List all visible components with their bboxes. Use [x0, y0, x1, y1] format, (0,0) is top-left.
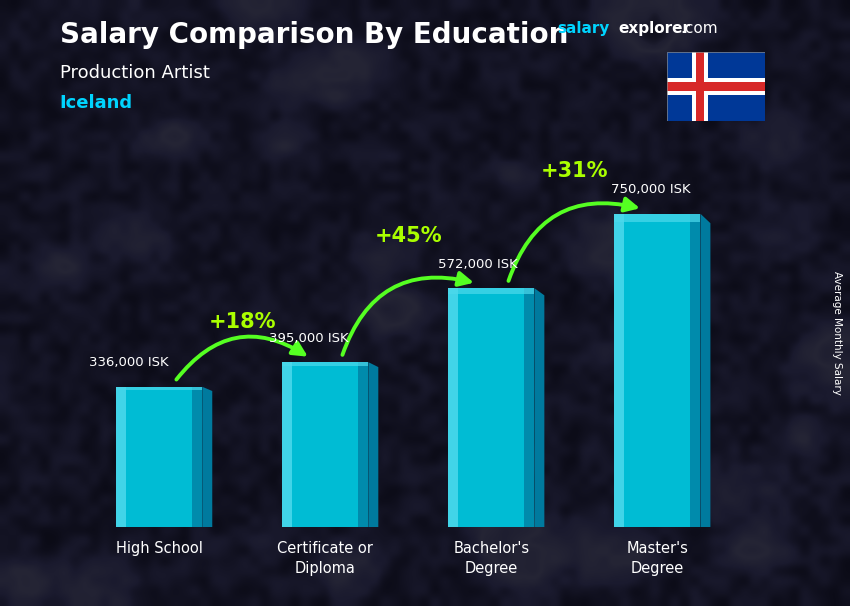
Bar [116, 387, 127, 527]
FancyBboxPatch shape [614, 214, 700, 222]
FancyArrowPatch shape [343, 273, 470, 355]
Text: explorer: explorer [619, 21, 691, 36]
Text: 572,000 ISK: 572,000 ISK [438, 258, 518, 271]
Bar [524, 288, 535, 527]
Bar [692, 52, 708, 121]
Text: 336,000 ISK: 336,000 ISK [89, 356, 169, 369]
Bar [282, 362, 368, 527]
Bar [448, 288, 458, 527]
Polygon shape [202, 387, 212, 527]
FancyArrowPatch shape [177, 336, 304, 379]
Text: Salary Comparison By Education: Salary Comparison By Education [60, 21, 568, 49]
FancyBboxPatch shape [448, 288, 535, 294]
Text: +18%: +18% [208, 312, 276, 332]
Bar [192, 387, 202, 527]
Text: Average Monthly Salary: Average Monthly Salary [832, 271, 842, 395]
Bar [116, 387, 202, 527]
Bar [614, 214, 625, 527]
Bar [282, 362, 292, 527]
Polygon shape [368, 362, 378, 527]
Text: 750,000 ISK: 750,000 ISK [611, 184, 690, 196]
Bar [667, 82, 765, 91]
FancyBboxPatch shape [282, 362, 368, 366]
Polygon shape [700, 214, 711, 527]
FancyBboxPatch shape [116, 387, 202, 390]
Text: .com: .com [680, 21, 717, 36]
Text: +31%: +31% [541, 161, 608, 181]
Text: Production Artist: Production Artist [60, 64, 209, 82]
Bar [358, 362, 368, 527]
Text: salary: salary [557, 21, 609, 36]
Text: Iceland: Iceland [60, 94, 133, 112]
Text: 395,000 ISK: 395,000 ISK [269, 331, 348, 345]
Bar [614, 214, 700, 527]
Bar [696, 52, 704, 121]
Bar [667, 78, 765, 95]
Polygon shape [535, 288, 544, 527]
Bar [690, 214, 700, 527]
FancyArrowPatch shape [508, 199, 636, 281]
Text: +45%: +45% [374, 225, 442, 245]
Bar [448, 288, 535, 527]
